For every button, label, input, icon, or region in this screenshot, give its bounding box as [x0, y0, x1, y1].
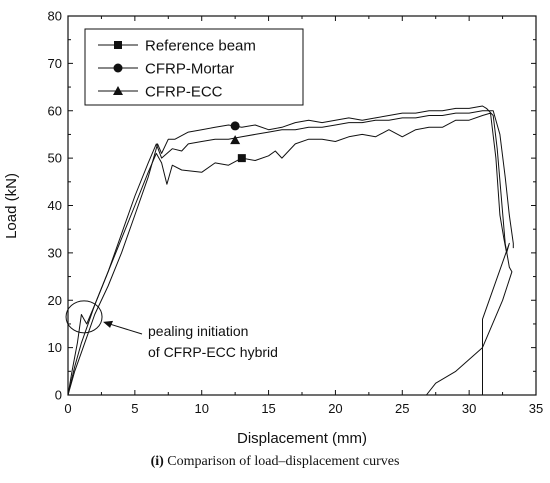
y-tick-label: 40: [48, 198, 62, 213]
y-tick-label: 20: [48, 293, 62, 308]
legend-marker-1: [114, 41, 122, 49]
legend-marker-2: [113, 63, 123, 73]
y-tick-label: 80: [48, 9, 62, 24]
x-tick-label: 15: [261, 401, 275, 416]
y-tick-label: 30: [48, 245, 62, 260]
legend: Reference beam CFRP-Mortar CFRP-ECC: [84, 28, 304, 106]
x-tick-label: 10: [194, 401, 208, 416]
x-tick-label: 20: [328, 401, 342, 416]
caption-label: (i): [150, 454, 164, 469]
series-marker-2: [230, 121, 240, 131]
y-tick-label: 70: [48, 56, 62, 71]
caption-text: Comparison of load–displacement curves: [167, 454, 400, 469]
x-tick-label: 35: [529, 401, 543, 416]
plot-axes: 0 5 10 15 20 25 30 35 0 10 20 30 40 50 60 70 80: [48, 9, 544, 417]
series-marker-3: [230, 135, 241, 145]
annotation-ellipse: [65, 300, 103, 334]
x-tick-label: 30: [462, 401, 476, 416]
x-tick-label: 5: [131, 401, 138, 416]
series-line-1: [67, 112, 510, 396]
annotation-arrow-head: [103, 320, 114, 328]
annotation-arrow-line: [108, 323, 143, 335]
y-tick-label: 50: [48, 151, 62, 166]
legend-label-3: CFRP-ECC: [145, 84, 223, 101]
annotation-layer: pealing initiation of CFRP-ECC hybrid: [65, 300, 278, 360]
legend-label-2: CFRP-Mortar: [145, 61, 234, 78]
y-tick-label: 10: [48, 340, 62, 355]
figure-caption: (i) Comparison of load–displacement curv…: [0, 454, 550, 470]
y-tick-label: 0: [55, 388, 62, 403]
series-marker-1: [237, 154, 246, 163]
y-tick-label: 60: [48, 103, 62, 118]
x-axis-title: Displacement (mm): [237, 430, 367, 447]
legend-label-1: Reference beam: [145, 38, 256, 55]
x-tick-label: 25: [395, 401, 409, 416]
load-displacement-chart: 0 5 10 15 20 25 30 35 0 10 20 30 40 50 60 70 80 pealing …: [3, 9, 544, 448]
annotation-text-line-1: pealing initiation: [148, 323, 248, 339]
annotation-text-line-2: of CFRP-ECC hybrid: [148, 344, 278, 360]
series-line-3: [67, 110, 514, 396]
series-layer: [67, 105, 514, 396]
y-axis-title: Load (kN): [3, 173, 20, 239]
legend-marker-3: [113, 86, 123, 95]
x-tick-label: 0: [64, 401, 71, 416]
series-line-2: [67, 105, 513, 396]
